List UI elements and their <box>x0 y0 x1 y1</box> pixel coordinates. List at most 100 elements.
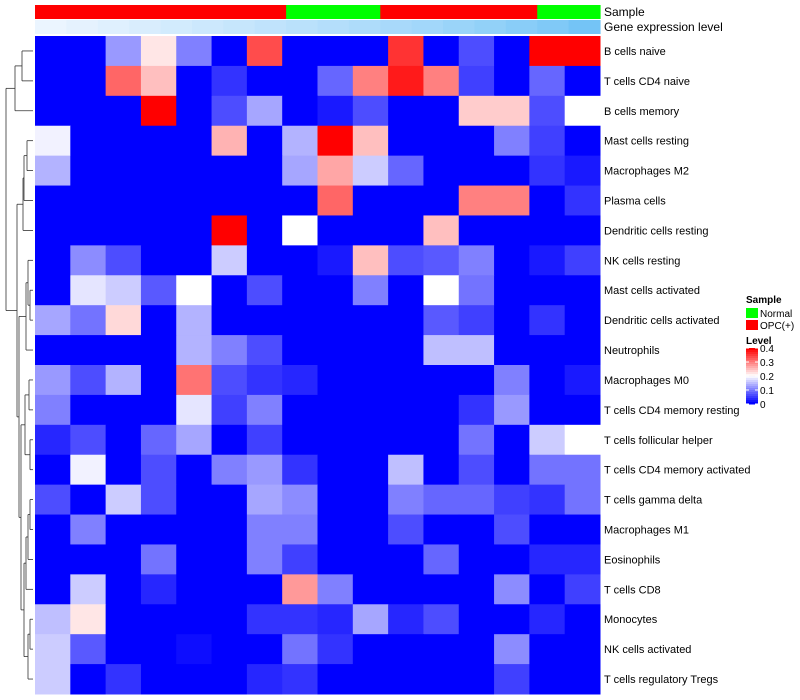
heatmap-cell <box>282 365 318 396</box>
expression-track-cell <box>505 20 538 34</box>
row-label: Neutrophils <box>604 345 660 357</box>
heatmap-cell <box>388 36 424 67</box>
heatmap-cell <box>564 664 601 695</box>
heatmap-cell <box>176 215 213 246</box>
sample-track-cell <box>286 5 319 19</box>
heatmap-cell <box>564 125 601 157</box>
expression-track-cell <box>348 20 381 34</box>
heatmap-cell <box>70 36 107 67</box>
heatmap-cell <box>105 125 142 157</box>
row-dendrogram <box>5 50 33 680</box>
heatmap-cell <box>423 544 460 575</box>
sample-track-cell <box>411 5 444 19</box>
heatmap-cell <box>140 604 177 635</box>
heatmap-cell <box>176 185 213 216</box>
heatmap-cell <box>70 664 107 695</box>
heatmap-cell <box>352 275 389 306</box>
heatmap-cell <box>211 335 248 366</box>
heatmap-cell <box>105 574 142 605</box>
row-labels: B cells naive T cells CD4 naive B cells me… <box>604 46 751 686</box>
expression-track-cell <box>66 20 99 34</box>
heatmap-cell <box>140 634 177 665</box>
sample-track-cell <box>254 5 287 19</box>
heatmap-cell <box>176 514 213 545</box>
heatmap-cell <box>35 544 71 575</box>
heatmap-cell <box>317 125 354 157</box>
heatmap-cell <box>282 155 318 187</box>
heatmap-cell <box>494 185 530 216</box>
heatmap-cell <box>246 484 283 516</box>
row-label: Macrophages M1 <box>604 525 689 537</box>
row-label: Dendritic cells activated <box>604 315 720 327</box>
heatmap-cell <box>282 454 318 486</box>
heatmap-cell <box>352 604 389 635</box>
sample-track-label: Sample <box>604 5 645 19</box>
heatmap-cell <box>317 215 354 246</box>
heatmap-cell <box>494 275 530 306</box>
heatmap-cell <box>564 155 601 187</box>
heatmap-cell <box>176 604 213 635</box>
heatmap-cell <box>352 574 389 605</box>
heatmap-cell <box>70 514 107 545</box>
heatmap-cell <box>352 155 389 187</box>
legend-level-tick: 0.3 <box>760 358 774 369</box>
heatmap-cell <box>140 65 177 97</box>
heatmap-cell <box>317 604 354 635</box>
heatmap-cell <box>564 65 601 97</box>
expression-track-cell <box>129 20 162 34</box>
heatmap-cell <box>105 664 142 695</box>
heatmap-cell <box>176 335 213 366</box>
expression-track-cell <box>380 20 413 34</box>
heatmap-cell <box>211 365 248 396</box>
heatmap-cell <box>70 634 107 665</box>
heatmap-cell <box>494 544 530 575</box>
heatmap-cell <box>211 215 248 246</box>
heatmap-cell <box>494 65 530 97</box>
expression-track-cell <box>97 20 130 34</box>
heatmap-cell <box>70 335 107 366</box>
heatmap-cell <box>282 664 318 695</box>
heatmap-cell <box>564 305 601 336</box>
expression-track-cell <box>223 20 256 34</box>
heatmap-cell <box>35 424 71 456</box>
heatmap-cell <box>494 514 530 545</box>
heatmap-cell <box>317 394 354 426</box>
sample-track-cell <box>317 5 350 19</box>
heatmap-cell <box>246 155 283 187</box>
expression-track-cell <box>411 20 444 34</box>
heatmap-cell <box>70 305 107 336</box>
heatmap-cell <box>529 574 566 605</box>
row-label: Macrophages M0 <box>604 375 689 387</box>
heatmap-cell <box>458 305 495 336</box>
heatmap-cell <box>176 245 213 276</box>
heatmap-cell <box>282 95 318 127</box>
heatmap-cell <box>246 65 283 97</box>
heatmap-cell <box>564 454 601 486</box>
heatmap-cell <box>70 125 107 157</box>
heatmap-cell <box>494 125 530 157</box>
heatmap-cell <box>458 544 495 575</box>
heatmap-cell <box>105 185 142 216</box>
heatmap-cell <box>176 484 213 516</box>
heatmap-cell <box>317 185 354 216</box>
row-label: T cells follicular helper <box>604 435 713 447</box>
heatmap-cell <box>211 544 248 575</box>
heatmap-cell <box>282 65 318 97</box>
heatmap-cell <box>35 514 71 545</box>
heatmap-cell <box>176 95 213 127</box>
heatmap-cell <box>140 544 177 575</box>
heatmap-cell <box>564 365 601 396</box>
heatmap-cell <box>564 95 601 127</box>
row-label: T cells gamma delta <box>604 495 703 507</box>
legend-level-tick: 0 <box>760 400 766 411</box>
sample-track-cell <box>443 5 476 19</box>
heatmap-cell <box>529 424 566 456</box>
heatmap-cell <box>388 664 424 695</box>
heatmap-cell <box>352 36 389 67</box>
sample-track-cell <box>537 5 570 19</box>
heatmap-cell <box>423 664 460 695</box>
heatmap-cell <box>423 454 460 486</box>
heatmap-cell <box>529 484 566 516</box>
row-label: NK cells resting <box>604 255 680 267</box>
heatmap-cell <box>458 95 495 127</box>
